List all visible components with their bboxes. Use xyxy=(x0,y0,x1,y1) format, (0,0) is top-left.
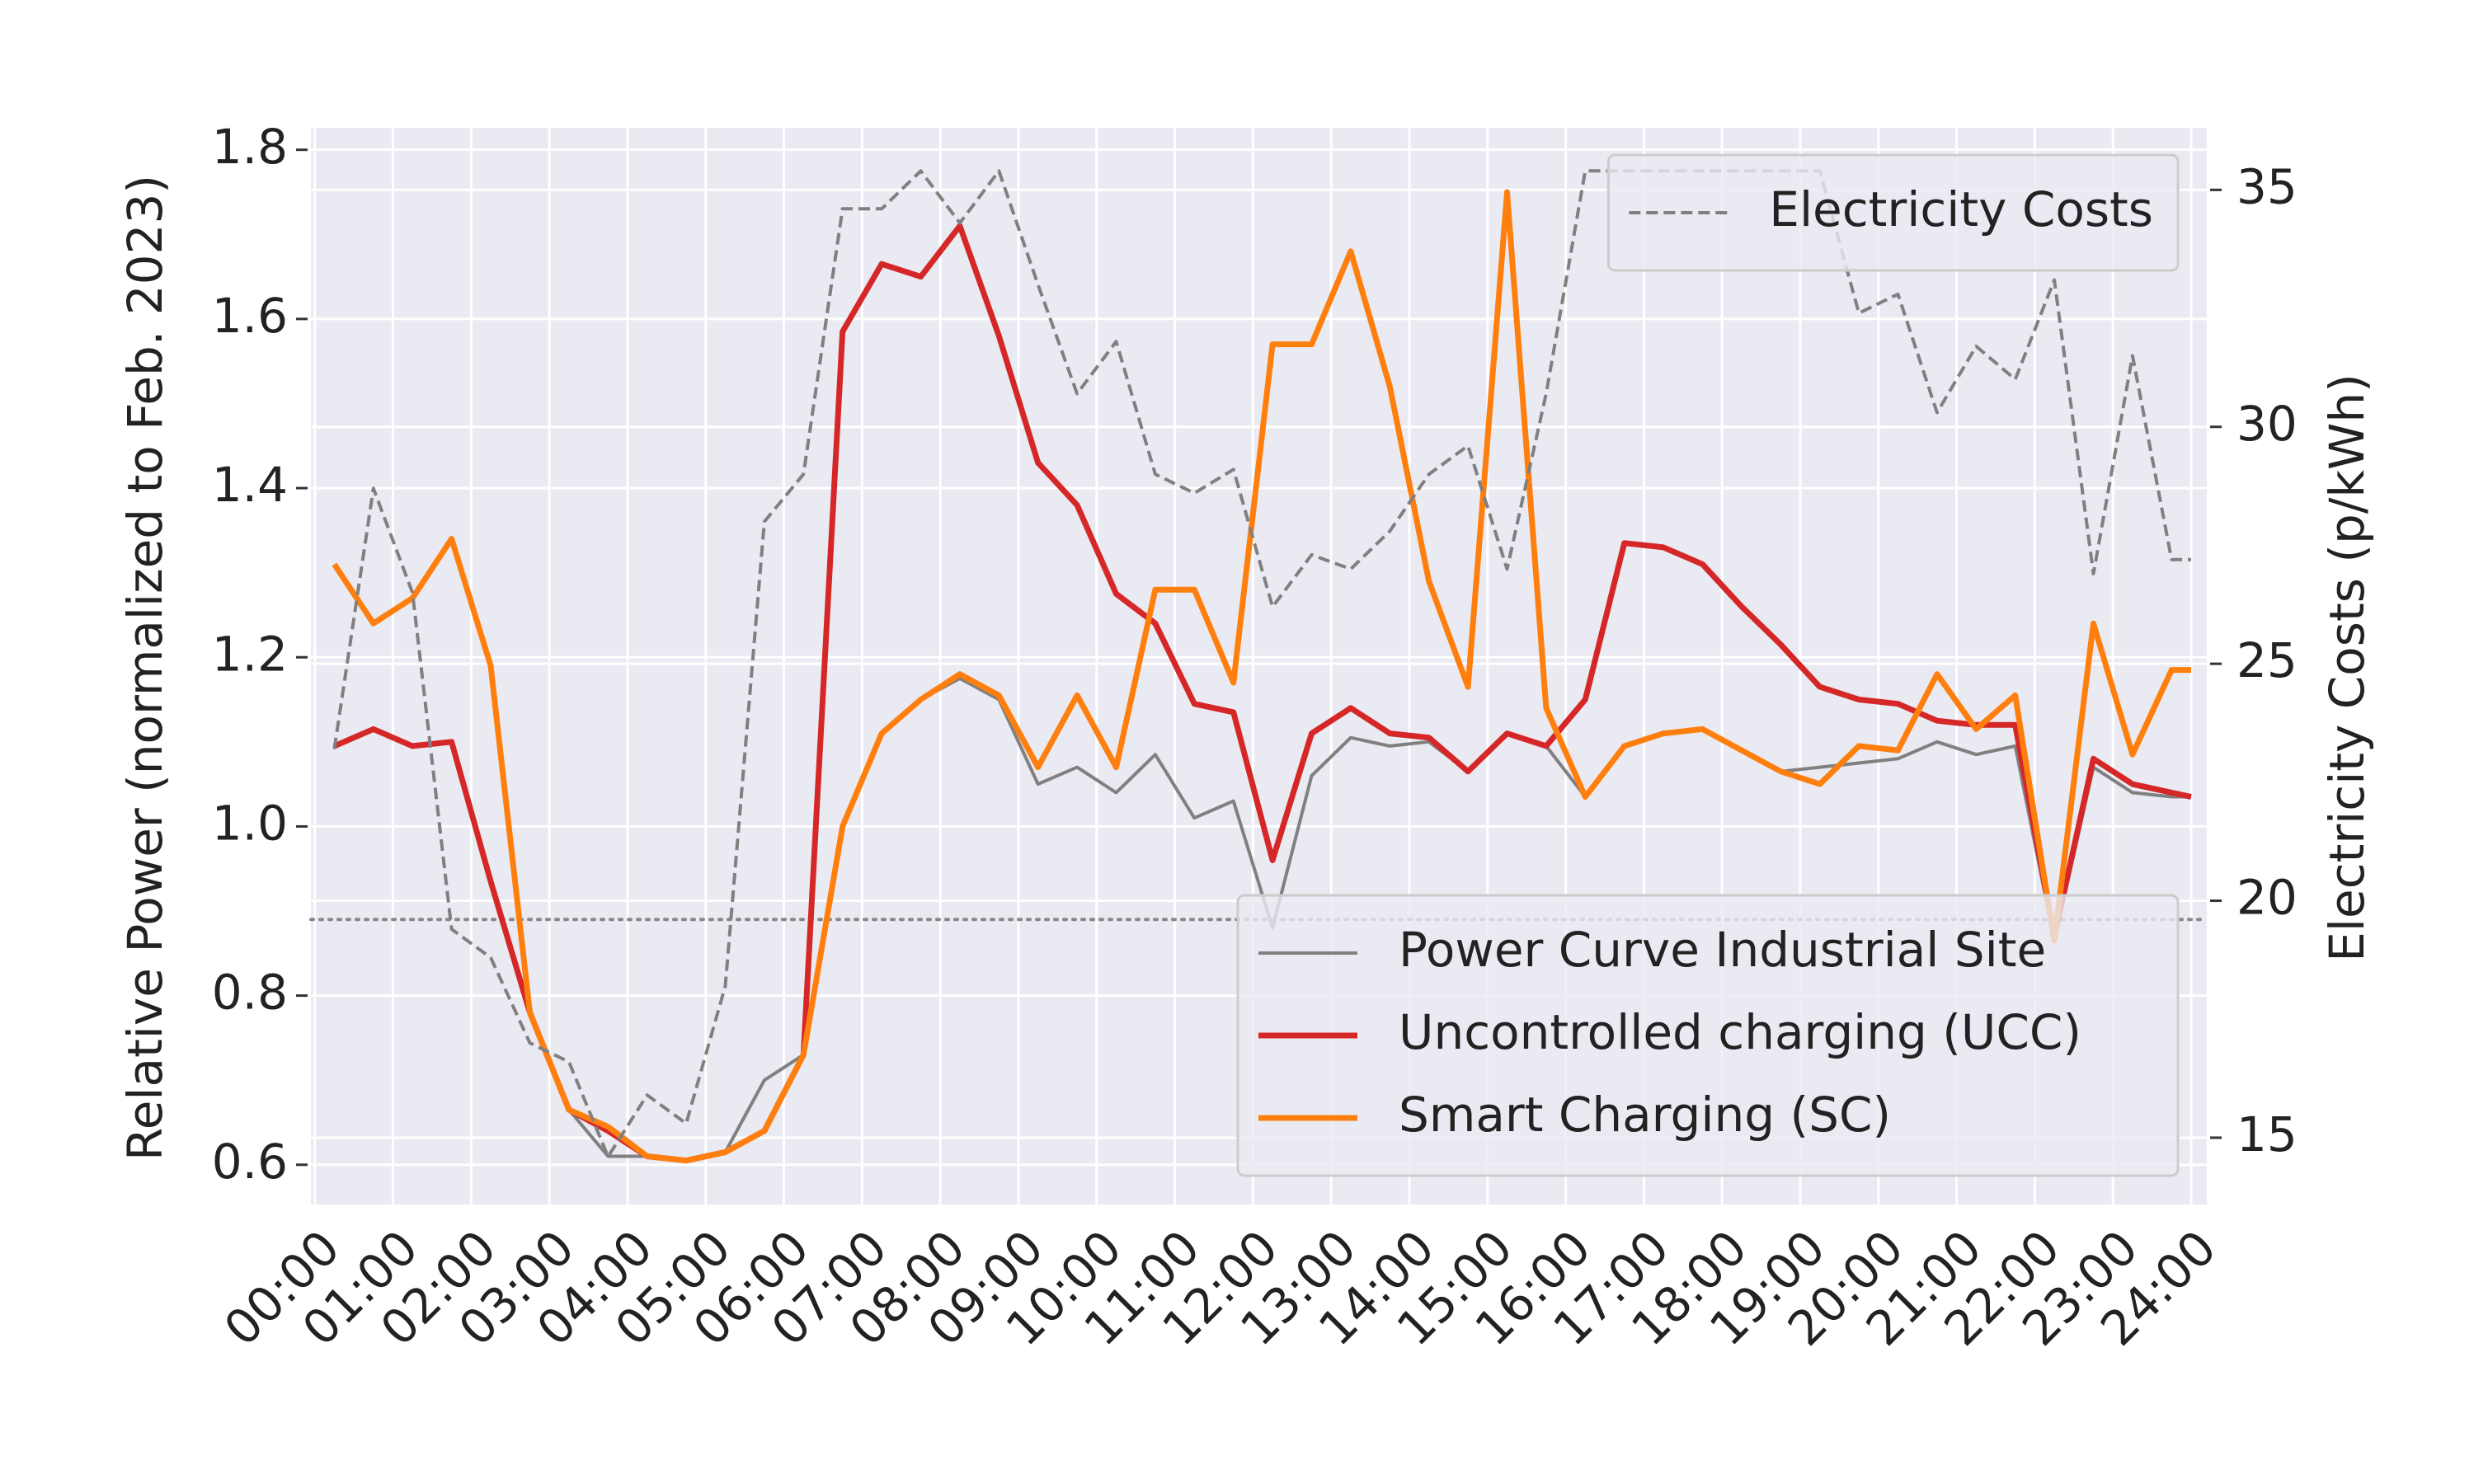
legend-label: Smart Charging (SC) xyxy=(1399,1087,1891,1143)
legend-box xyxy=(1606,153,2180,272)
y2-axis-label: Electricity Costs (p/kWh) xyxy=(2319,373,2375,961)
legend-label: Power Curve Industrial Site xyxy=(1399,922,2046,978)
y2-tick-label: 25 xyxy=(2236,632,2298,688)
y-tick-label: 1.2 xyxy=(212,626,288,682)
y2-tick-label: 35 xyxy=(2236,158,2298,214)
y-tick-label: 1.8 xyxy=(212,119,288,175)
y-tick-label: 1.0 xyxy=(212,796,288,852)
y2-tick-label: 30 xyxy=(2236,396,2298,452)
legend-label: Electricity Costs xyxy=(1769,181,2153,237)
legend: Electricity Costs xyxy=(1606,153,2180,272)
series-line xyxy=(332,169,2191,1158)
y-tick-label: 0.6 xyxy=(212,1134,288,1190)
y2-tick-label: 15 xyxy=(2236,1106,2298,1162)
y-tick-label: 1.4 xyxy=(212,457,288,513)
series-line xyxy=(332,189,2191,1164)
legend-label: Uncontrolled charging (UCC) xyxy=(1399,1004,2081,1060)
legend-box xyxy=(1236,894,2180,1177)
y-tick-label: 0.8 xyxy=(212,965,288,1021)
y-axis-label: Relative Power (normalized to Feb. 2023) xyxy=(117,175,173,1161)
y2-tick-label: 20 xyxy=(2236,870,2298,926)
y-tick-label: 1.6 xyxy=(212,288,288,344)
legend: Power Curve Industrial Site Uncontrolled … xyxy=(1236,894,2180,1177)
